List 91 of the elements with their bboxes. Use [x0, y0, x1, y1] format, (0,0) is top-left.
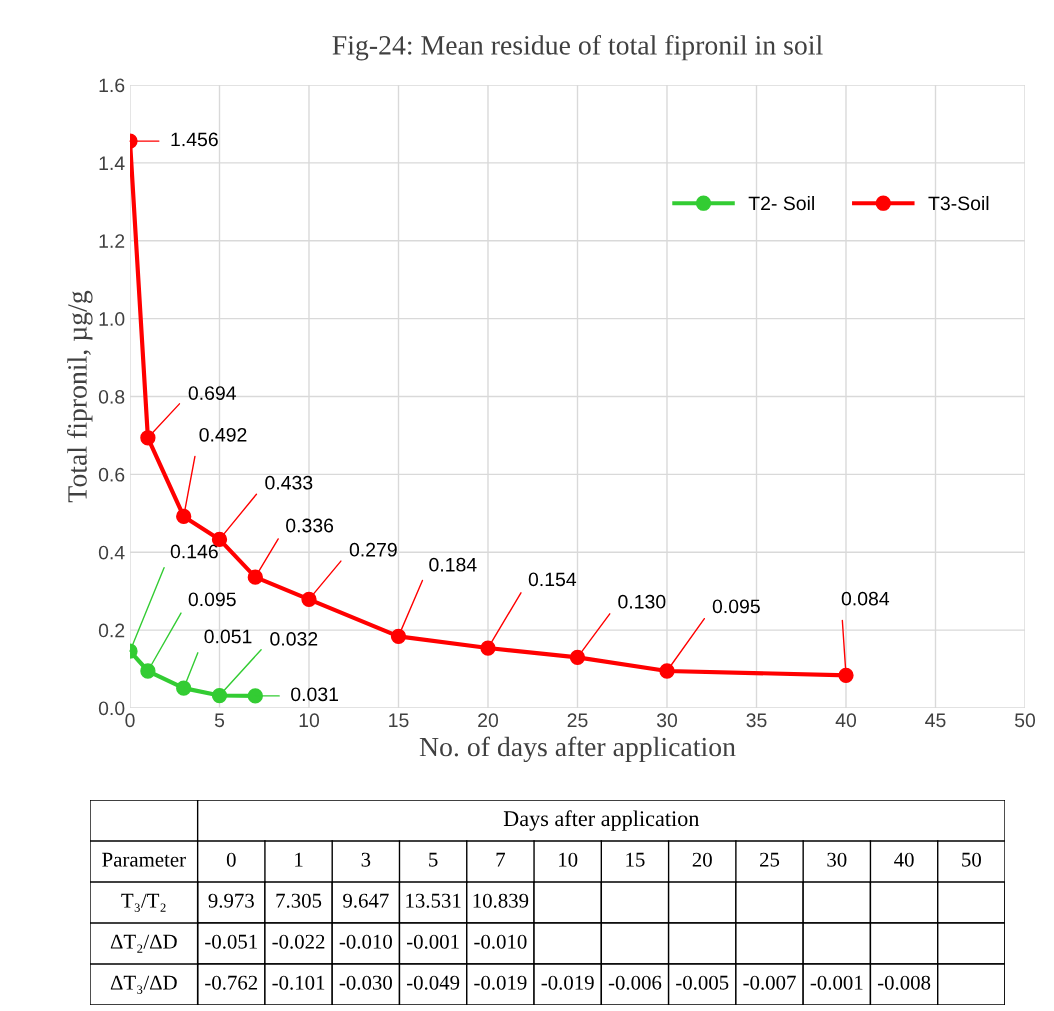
point: [480, 640, 496, 656]
point: [569, 649, 586, 666]
point: [659, 663, 675, 679]
x-tick-label: 10: [559, 852, 578, 867]
y-axis-title: Parameter: [102, 852, 186, 867]
data-label: 0.095: [188, 592, 236, 607]
data-label: -0.001: [406, 934, 459, 949]
legend-label: T3-Soil: [928, 195, 989, 211]
x-tick-label: 15: [389, 713, 409, 728]
x-axis-title: Days after application: [503, 810, 700, 831]
data-label: -0.762: [205, 975, 258, 990]
x-axis-title: No. of days after application: [419, 736, 736, 763]
data-label: 0.146: [170, 544, 218, 559]
x-tick-label: 15: [626, 852, 645, 867]
data-label: -0.030: [339, 975, 392, 990]
data-label: -0.010: [474, 934, 527, 949]
x-tick-label: 30: [827, 852, 847, 867]
data-label: 0.084: [841, 591, 890, 606]
x-tick-label: 35: [746, 713, 767, 728]
x-tick-label: 30: [656, 713, 678, 728]
data-label: -0.019: [474, 975, 527, 990]
x-tick-label: 50: [1014, 713, 1036, 728]
data-label: -0.019: [541, 975, 594, 990]
y-tick-label: 0.0: [98, 701, 125, 716]
data-label: 0.051: [204, 629, 252, 644]
x-tick-label: 25: [760, 852, 780, 867]
y-tick-label: ΔT₃/ΔD: [110, 975, 177, 994]
point: [838, 667, 854, 683]
y-tick-label: ΔT₂/ΔD: [110, 934, 177, 953]
x-tick-label: 0: [226, 852, 236, 867]
data-label: 0.336: [286, 518, 334, 533]
data-label: 9.647: [343, 893, 389, 908]
legend-label: T2- Soil: [748, 195, 814, 211]
data-label: 7.305: [276, 893, 322, 908]
x-tick-label: 1: [295, 852, 303, 867]
data-label: 0.031: [291, 687, 339, 702]
point: [211, 687, 228, 704]
point: [301, 591, 317, 608]
data-label: -0.101: [272, 975, 325, 990]
x-tick-label: 3: [361, 852, 371, 867]
data-label: -0.049: [406, 975, 460, 990]
y-axis-title: Total fipronil, µg/g: [67, 290, 93, 503]
point: [176, 680, 192, 696]
data-label: 9.973: [208, 893, 254, 908]
data-label: 0.032: [270, 631, 318, 646]
data-label: -0.022: [272, 934, 325, 949]
data-label: 0.694: [188, 386, 236, 400]
x-tick-label: 25: [567, 713, 588, 728]
x-tick-label: 0: [125, 713, 135, 728]
y-tick-label: 0.8: [98, 389, 125, 404]
data-label: 10.839: [473, 893, 529, 908]
y-tick-label: T₃/T₂: [121, 893, 166, 912]
x-tick-label: 40: [894, 852, 914, 867]
x-tick-label: 5: [429, 852, 438, 867]
data-label: -0.006: [608, 975, 662, 990]
x-tick-label: 40: [835, 713, 857, 728]
y-tick-label: 1.2: [99, 234, 125, 248]
x-tick-label: 20: [478, 713, 499, 728]
data-label: 0.130: [618, 594, 666, 609]
data-label: 1.456: [171, 132, 218, 147]
data-label: 0.433: [265, 475, 313, 490]
data-label: 0.492: [199, 427, 247, 442]
data-label: -0.051: [205, 934, 257, 949]
data-label: 0.279: [349, 542, 397, 557]
x-tick-label: 50: [962, 852, 981, 867]
point: [390, 628, 407, 644]
y-tick-label: 1.6: [99, 78, 125, 93]
y-tick-label: 0.4: [98, 545, 125, 560]
x-tick-label: 20: [692, 852, 712, 867]
data-label: -0.001: [810, 975, 863, 990]
data-label: -0.005: [676, 975, 729, 990]
data-label: -0.010: [339, 934, 392, 949]
x-tick-label: 45: [925, 713, 946, 728]
point: [140, 430, 156, 446]
point: [247, 569, 263, 585]
point: [176, 508, 192, 525]
data-label: 0.184: [429, 557, 477, 572]
data-label: 13.531: [406, 893, 461, 908]
x-tick-label: 5: [214, 713, 225, 728]
x-tick-label: 7: [496, 852, 506, 867]
point: [140, 663, 156, 679]
data-label: 0.154: [528, 572, 577, 587]
y-tick-label: 1.0: [99, 312, 125, 326]
y-tick-label: 0.6: [98, 467, 125, 482]
data-label: 0.095: [712, 599, 760, 614]
y-tick-label: 0.2: [98, 623, 125, 638]
x-tick-label: 10: [299, 713, 320, 728]
data-label: -0.007: [743, 975, 796, 990]
chart-title: Fig-24: Mean residue of total fipronil in soil: [332, 34, 823, 61]
y-tick-label: 1.4: [99, 156, 125, 170]
data-label: -0.008: [877, 975, 931, 990]
